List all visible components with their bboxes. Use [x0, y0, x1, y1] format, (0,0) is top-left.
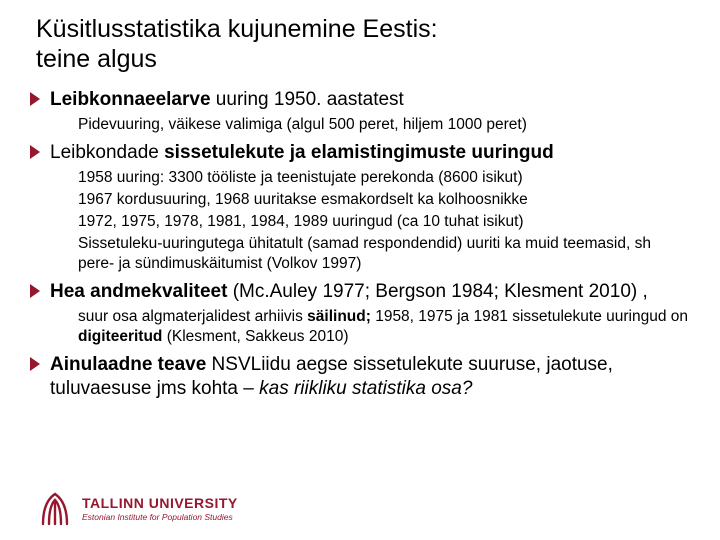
bullet-l1: Leibkonnaeelarve uuring 1950. aastatest	[30, 88, 690, 112]
logo-icon	[38, 488, 72, 528]
bullet-l1: Leibkondade sissetulekute ja elamistingi…	[30, 141, 690, 165]
arrow-icon	[30, 357, 50, 371]
bullet-l2: suur osa algmaterjalidest arhiivis säili…	[78, 307, 690, 347]
title-line-1: Küsitlusstatistika kujunemine Eestis:	[36, 15, 438, 43]
arrow-icon	[30, 92, 50, 106]
title-line-2: teine algus	[36, 45, 157, 73]
logo-text: TALLINN UNIVERSITY Estonian Institute fo…	[82, 495, 238, 522]
bullet-text: Hea andmekvaliteet (Mc.Auley 1977; Bergs…	[50, 280, 648, 304]
slide: Küsitlusstatistika kujunemine Eestis: te…	[0, 0, 720, 540]
bullet-text: Leibkondade sissetulekute ja elamistingi…	[50, 141, 554, 165]
bullet-l2: 1972, 1975, 1978, 1981, 1984, 1989 uurin…	[78, 212, 690, 232]
bullet-l1: Ainulaadne teave NSVLiidu aegse sissetul…	[30, 353, 690, 401]
bullet-l2: 1958 uuring: 3300 tööliste ja teenistuja…	[78, 168, 690, 188]
logo-university: TALLINN UNIVERSITY	[82, 495, 238, 511]
bullet-text: Ainulaadne teave NSVLiidu aegse sissetul…	[50, 353, 690, 401]
arrow-icon	[30, 145, 50, 159]
bullet-l2: 1967 kordusuuring, 1968 uuritakse esmako…	[78, 190, 690, 210]
logo-institute: Estonian Institute for Population Studie…	[82, 512, 238, 522]
footer-logo: TALLINN UNIVERSITY Estonian Institute fo…	[38, 488, 238, 528]
bullet-l2: Pidevuuring, väikese valimiga (algul 500…	[78, 115, 690, 135]
bullet-l2: Sissetuleku-uuringutega ühitatult (samad…	[78, 234, 690, 274]
slide-title: Küsitlusstatistika kujunemine Eestis: te…	[36, 14, 690, 74]
bullet-text: Leibkonnaeelarve uuring 1950. aastatest	[50, 88, 404, 112]
bullet-l1: Hea andmekvaliteet (Mc.Auley 1977; Bergs…	[30, 280, 690, 304]
arrow-icon	[30, 284, 50, 298]
bullet-list: Leibkonnaeelarve uuring 1950. aastatest …	[30, 88, 690, 401]
